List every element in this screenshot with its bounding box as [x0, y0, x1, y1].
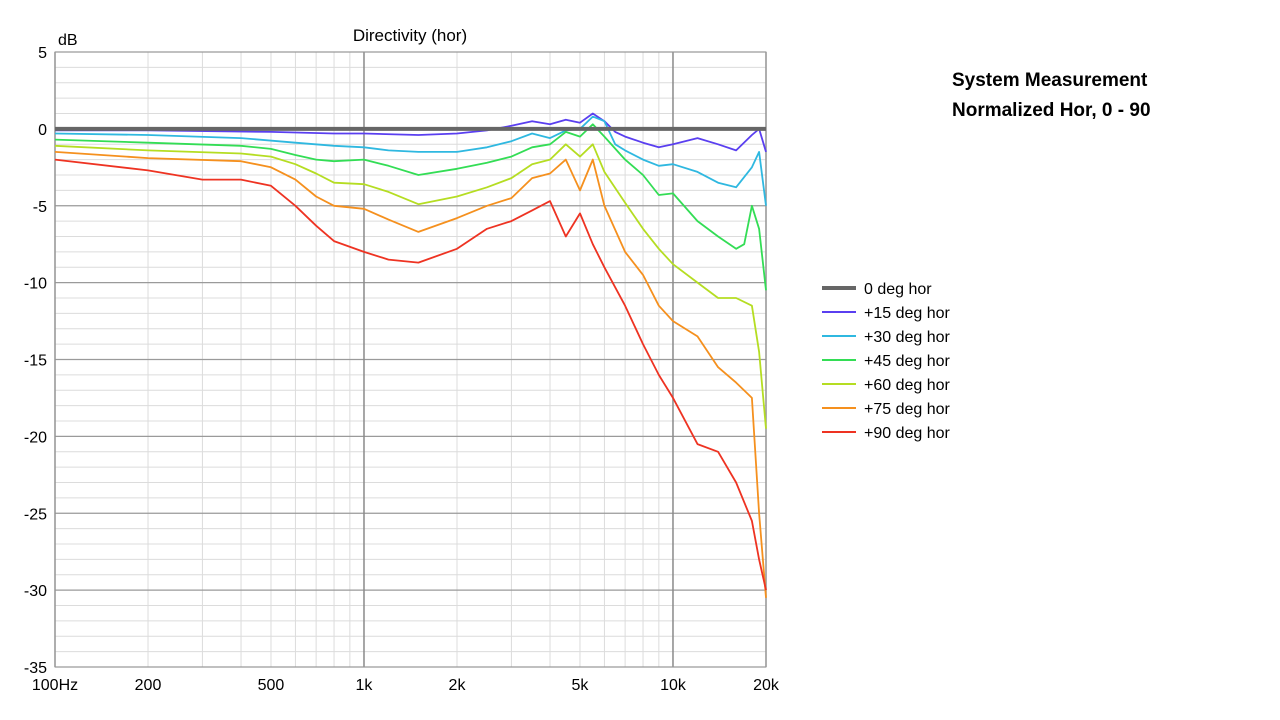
- y-tick-label: -10: [24, 276, 47, 293]
- legend-label: +45 deg hor: [864, 353, 951, 370]
- series-line: [54, 158, 767, 591]
- legend-label: +30 deg hor: [864, 329, 951, 346]
- x-tick-label: 10k: [660, 677, 687, 694]
- series-line: [55, 112, 767, 153]
- chart-title: Directivity (hor): [353, 26, 467, 45]
- x-tick-label: 20k: [753, 677, 780, 694]
- y-tick-label: -5: [33, 199, 47, 216]
- x-tick-label: 500: [258, 677, 285, 694]
- legend-label: 0 deg hor: [864, 281, 932, 298]
- annotation-line-1: System Measurement: [952, 70, 1148, 91]
- x-tick-label: 2k: [449, 677, 467, 694]
- measurement-annotation: System Measurement Normalized Hor, 0 - 9…: [952, 66, 1272, 126]
- legend-label: +75 deg hor: [864, 401, 951, 418]
- y-tick-label: -35: [24, 660, 47, 677]
- series-line: [54, 151, 767, 598]
- x-tick-label: 1k: [356, 677, 374, 694]
- y-tick-label: -15: [24, 353, 47, 370]
- series-line: [54, 123, 767, 291]
- series-line: [54, 143, 767, 429]
- legend-label: +15 deg hor: [864, 305, 951, 322]
- plot-border: [54, 51, 767, 668]
- annotation-line-2: Normalized Hor, 0 - 90: [952, 100, 1151, 121]
- y-axis-unit-label: dB: [58, 32, 78, 49]
- legend-label: +60 deg hor: [864, 377, 951, 394]
- legend-label: +90 deg hor: [864, 425, 951, 442]
- series-lines: [54, 112, 767, 598]
- y-tick-label: -20: [24, 429, 47, 446]
- x-tick-label: 5k: [572, 677, 590, 694]
- y-tick-label: -30: [24, 583, 47, 600]
- x-tick-label: 200: [135, 677, 162, 694]
- y-tick-label: 0: [38, 122, 47, 139]
- y-tick-label: 5: [38, 45, 47, 62]
- x-tick-label: 100Hz: [32, 677, 78, 694]
- grid: [54, 51, 767, 668]
- y-tick-label: -25: [24, 506, 47, 523]
- legend: 0 deg hor +15 deg hor +30 deg hor +45 deg h…: [822, 281, 951, 442]
